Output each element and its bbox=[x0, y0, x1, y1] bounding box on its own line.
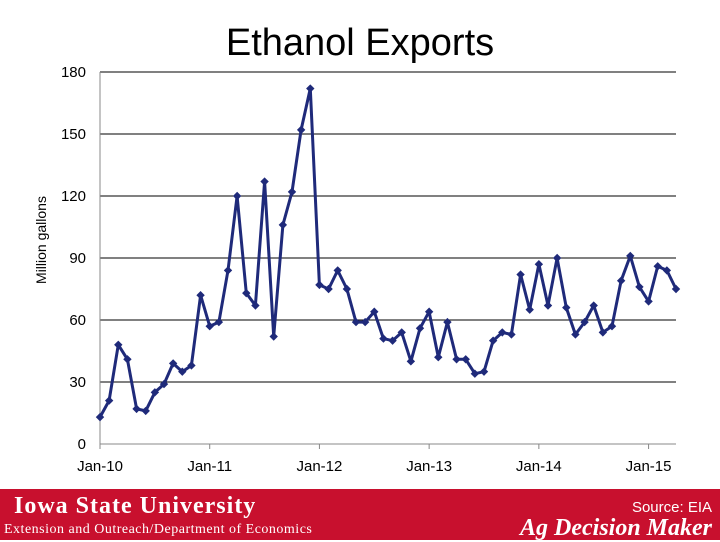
ethanol-exports-chart: 0 30 60 90 120 150 180 Jan-10 Jan-11 Jan-12 Jan-13… bbox=[33, 64, 681, 475]
department-text: Extension and Outreach/Department of Eco… bbox=[4, 522, 313, 537]
data-point bbox=[260, 177, 269, 186]
data-point bbox=[452, 355, 461, 364]
data-point bbox=[479, 367, 489, 376]
program-logo: Ag Decision Maker bbox=[520, 515, 712, 541]
data-point bbox=[196, 291, 205, 300]
x-tick-label: Jan-11 bbox=[187, 458, 232, 475]
data-point bbox=[443, 317, 452, 327]
data-point bbox=[370, 307, 379, 316]
data-point bbox=[379, 334, 388, 343]
y-tick-label: 90 bbox=[69, 250, 86, 267]
data-point bbox=[644, 297, 653, 306]
data-point bbox=[507, 330, 516, 339]
y-tick-label: 120 bbox=[61, 188, 86, 205]
data-point bbox=[104, 396, 114, 405]
data-point bbox=[589, 301, 598, 310]
data-point bbox=[415, 324, 425, 333]
data-point bbox=[141, 406, 150, 416]
data-point bbox=[232, 191, 242, 201]
data-point bbox=[424, 307, 434, 316]
institution-logo: Iowa State University bbox=[14, 493, 257, 519]
y-tick-label: 150 bbox=[61, 126, 86, 143]
series-line bbox=[98, 87, 678, 418]
data-point bbox=[653, 262, 662, 271]
data-point bbox=[159, 379, 169, 389]
data-point bbox=[360, 317, 370, 327]
x-tick-label: Jan-15 bbox=[626, 458, 672, 475]
data-point bbox=[470, 369, 480, 378]
data-point bbox=[342, 284, 352, 294]
data-point bbox=[187, 361, 196, 370]
x-tick-label: Jan-12 bbox=[296, 458, 342, 475]
y-tick-label: 30 bbox=[69, 374, 86, 391]
x-tick-label: Jan-10 bbox=[77, 458, 123, 475]
data-point bbox=[607, 322, 617, 331]
data-point bbox=[324, 284, 333, 294]
data-point bbox=[214, 317, 224, 327]
y-tick-label: 0 bbox=[78, 436, 86, 453]
data-point bbox=[333, 266, 342, 275]
x-tick-label: Jan-14 bbox=[516, 458, 562, 475]
data-point bbox=[132, 404, 141, 414]
data-point bbox=[95, 412, 105, 422]
data-point bbox=[397, 328, 406, 337]
data-point bbox=[488, 336, 498, 345]
source-text: Source: EIA bbox=[631, 499, 712, 516]
data-point bbox=[351, 317, 361, 327]
data-point bbox=[662, 266, 672, 275]
data-point bbox=[671, 284, 681, 294]
data-point bbox=[223, 266, 233, 275]
data-point bbox=[461, 355, 470, 364]
data-point bbox=[635, 282, 644, 292]
data-point bbox=[315, 280, 324, 290]
data-point bbox=[626, 251, 635, 261]
data-point bbox=[123, 355, 132, 364]
y-tick-label: 60 bbox=[69, 312, 86, 329]
data-point bbox=[168, 359, 178, 368]
data-point bbox=[552, 253, 562, 263]
y-tick-label: 180 bbox=[61, 64, 86, 81]
data-point bbox=[516, 270, 525, 279]
data-point bbox=[269, 332, 278, 341]
x-tick-label: Jan-13 bbox=[406, 458, 452, 475]
data-point bbox=[278, 220, 288, 230]
data-point bbox=[242, 288, 251, 298]
data-point bbox=[296, 125, 306, 135]
y-axis-label: Million gallons bbox=[33, 196, 49, 284]
data-point bbox=[543, 301, 553, 310]
data-point bbox=[114, 340, 123, 349]
footer-bar: Iowa State University Extension and Outr… bbox=[0, 489, 720, 541]
data-point bbox=[150, 388, 160, 397]
data-point bbox=[434, 353, 443, 362]
data-point bbox=[287, 187, 297, 197]
data-point bbox=[616, 276, 626, 285]
data-point bbox=[388, 336, 397, 345]
data-point bbox=[251, 301, 260, 310]
data-point bbox=[571, 330, 580, 339]
chart-title: Ethanol Exports bbox=[225, 22, 495, 64]
data-point bbox=[306, 84, 315, 93]
data-point bbox=[525, 305, 534, 314]
data-point bbox=[205, 322, 214, 331]
data-point bbox=[562, 303, 571, 312]
data-point bbox=[498, 328, 507, 337]
data-point bbox=[406, 357, 416, 366]
data-point bbox=[598, 328, 608, 337]
data-point bbox=[534, 260, 544, 269]
data-point bbox=[580, 317, 589, 327]
data-point bbox=[178, 367, 187, 376]
